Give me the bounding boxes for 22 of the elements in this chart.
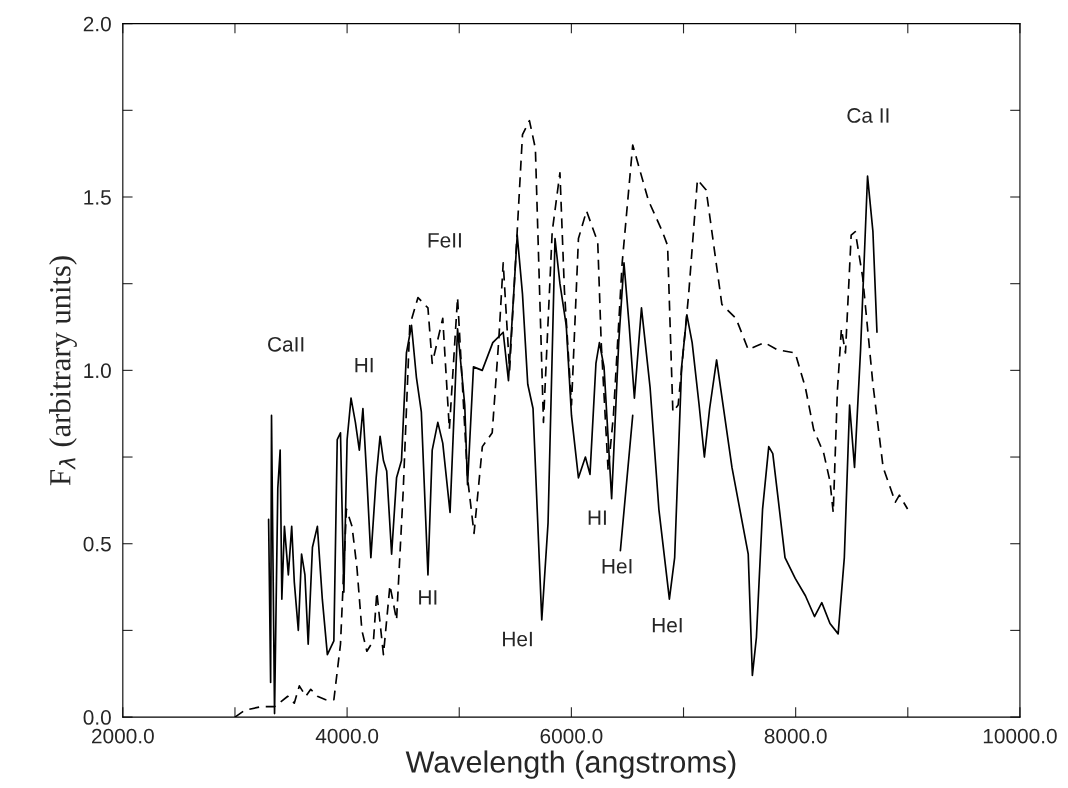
annotation: Ca II xyxy=(847,108,889,123)
annotation: HeI xyxy=(652,617,682,633)
annotation: FeII xyxy=(428,233,461,248)
annotation: HeI xyxy=(602,559,632,574)
y-tick-label: 1.0 xyxy=(84,363,111,379)
line-series xyxy=(267,175,878,715)
x-tick-label: 6000.0 xyxy=(540,728,603,744)
annotation: HI xyxy=(355,357,373,373)
y-axis-title: F$_{λ}$ (arbitrary units) xyxy=(49,256,77,486)
annotation: HI xyxy=(588,510,606,525)
y-tick-label: 0.0 xyxy=(83,710,111,725)
x-tick-label: 2000.0 xyxy=(92,728,154,744)
y-tick-label: 2.0 xyxy=(83,16,111,32)
y-tick-label: 0.5 xyxy=(83,536,111,552)
x-tick-label: 8000.0 xyxy=(764,728,827,744)
annotation: CaII xyxy=(268,336,304,352)
annotation: HeI xyxy=(503,631,532,647)
x-tick-label: 4000.0 xyxy=(315,728,379,744)
y-tick-label: 1.5 xyxy=(84,190,111,205)
x-tick-label: 10000.0 xyxy=(983,728,1057,744)
x-axis-title: Wavelength (angstroms) xyxy=(405,750,736,779)
annotation: HI xyxy=(419,590,437,605)
